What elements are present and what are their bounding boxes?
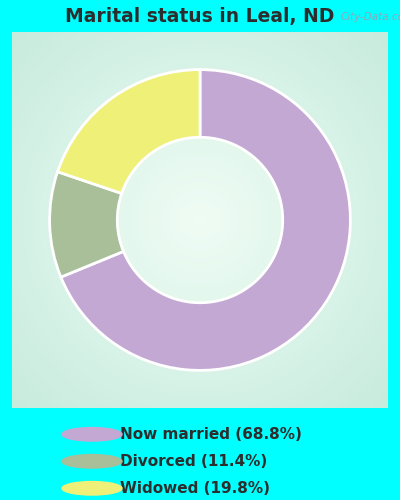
Text: Now married (68.8%): Now married (68.8%) [120, 427, 302, 442]
Text: City-Data.com: City-Data.com [341, 12, 400, 22]
Circle shape [62, 454, 122, 468]
Circle shape [62, 482, 122, 495]
Text: Divorced (11.4%): Divorced (11.4%) [120, 454, 267, 469]
Wedge shape [58, 70, 200, 194]
Wedge shape [50, 172, 124, 277]
Text: Widowed (19.8%): Widowed (19.8%) [120, 481, 270, 496]
Circle shape [62, 428, 122, 441]
Wedge shape [61, 70, 350, 370]
Text: Marital status in Leal, ND: Marital status in Leal, ND [65, 7, 335, 26]
